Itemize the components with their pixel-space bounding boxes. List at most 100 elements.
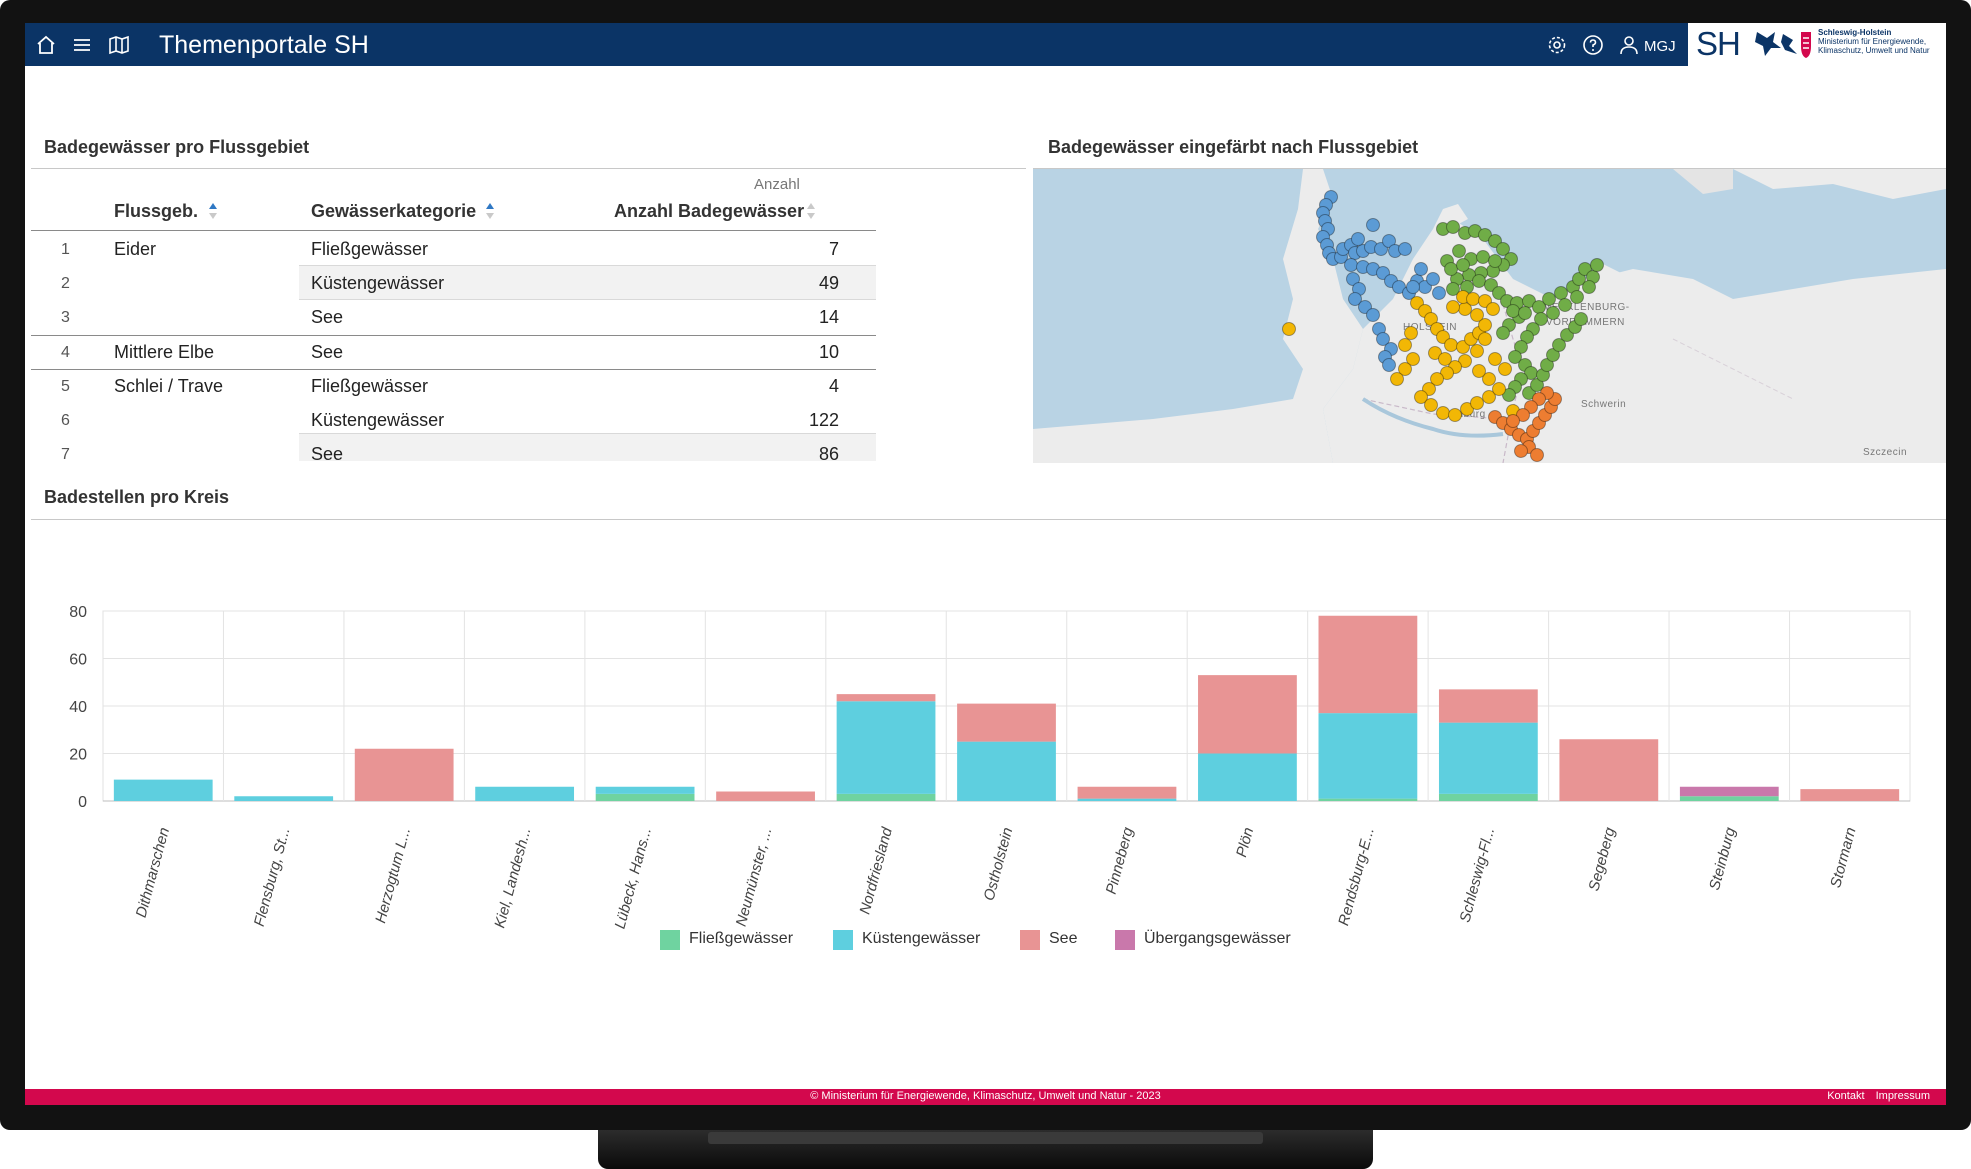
map-point[interactable]	[1430, 372, 1444, 386]
map-point[interactable]	[1460, 402, 1474, 416]
map-point[interactable]	[1492, 382, 1506, 396]
map-point[interactable]	[1436, 330, 1450, 344]
bar-segment[interactable]	[1077, 798, 1177, 801]
map-point[interactable]	[1476, 250, 1490, 264]
map-point[interactable]	[1520, 330, 1534, 344]
bar-segment[interactable]	[1198, 675, 1297, 754]
map-point[interactable]	[1444, 338, 1458, 352]
bar-segment[interactable]	[836, 694, 936, 702]
map-point[interactable]	[1514, 444, 1528, 458]
map-point[interactable]	[1502, 388, 1516, 402]
map-point[interactable]	[1478, 294, 1492, 308]
map-point[interactable]	[1426, 272, 1440, 286]
map-point[interactable]	[1482, 372, 1496, 386]
map-point[interactable]	[1498, 362, 1512, 376]
sort-icon[interactable]	[208, 201, 218, 221]
map-point[interactable]	[1534, 312, 1548, 326]
bar-segment[interactable]	[957, 703, 1056, 742]
bar-segment[interactable]	[1318, 615, 1418, 714]
map-point[interactable]	[1410, 296, 1424, 310]
map-point[interactable]	[1514, 340, 1528, 354]
bar-segment[interactable]	[1679, 796, 1779, 801]
map-point[interactable]	[1414, 390, 1428, 404]
map-point[interactable]	[1406, 352, 1420, 366]
map-point[interactable]	[1478, 318, 1492, 332]
map-point[interactable]	[1578, 262, 1592, 276]
map-point[interactable]	[1522, 386, 1536, 400]
map-points-layer[interactable]	[1033, 169, 1946, 463]
map-point[interactable]	[1546, 306, 1560, 320]
map-point[interactable]	[1470, 344, 1484, 358]
map-point[interactable]	[1470, 396, 1484, 410]
map-point[interactable]	[1488, 254, 1502, 268]
bar-segment[interactable]	[113, 779, 213, 801]
map-point[interactable]	[1446, 282, 1460, 296]
map-point[interactable]	[1414, 262, 1428, 276]
map-point[interactable]	[1376, 266, 1390, 280]
stacked-bar-chart[interactable]: 80 60 40 20 0 Dithmarschen Flensburg, St... Her…	[25, 553, 1946, 1013]
map-point[interactable]	[1478, 228, 1492, 242]
map-point[interactable]	[1428, 346, 1442, 360]
column-header-anzahl[interactable]: Anzahl Badegewässer	[614, 201, 805, 221]
footer-link-impressum[interactable]: Impressum	[1875, 1090, 1930, 1102]
map-point[interactable]	[1432, 286, 1446, 300]
map-point[interactable]	[1398, 362, 1412, 376]
map-point[interactable]	[1446, 300, 1460, 314]
map-point[interactable]	[1348, 292, 1362, 306]
bar-segment[interactable]	[957, 741, 1056, 801]
map-point[interactable]	[1448, 408, 1462, 422]
map-point[interactable]	[1470, 308, 1484, 322]
map-point[interactable]	[1554, 286, 1568, 300]
map-icon[interactable]	[107, 33, 131, 57]
sort-icon[interactable]	[806, 201, 816, 221]
bar-segment[interactable]	[1800, 789, 1900, 801]
map-point[interactable]	[1488, 352, 1502, 366]
map-point[interactable]	[1351, 232, 1365, 246]
map-point[interactable]	[1472, 364, 1486, 378]
map-point[interactable]	[1488, 234, 1502, 248]
map-point[interactable]	[1552, 338, 1566, 352]
map-point[interactable]	[1532, 392, 1546, 406]
map-point[interactable]	[1590, 258, 1604, 272]
map-point[interactable]	[1482, 390, 1496, 404]
map-point[interactable]	[1438, 352, 1452, 366]
bar-segment[interactable]	[716, 791, 815, 802]
map-point[interactable]	[1506, 414, 1520, 428]
map-point[interactable]	[1484, 278, 1498, 292]
map-point[interactable]	[1546, 348, 1560, 362]
map-point[interactable]	[1366, 308, 1380, 322]
map-point[interactable]	[1424, 398, 1438, 412]
map-point[interactable]	[1524, 400, 1538, 414]
map-point[interactable]	[1398, 242, 1412, 256]
bar-segment[interactable]	[1318, 713, 1418, 799]
map-point[interactable]	[1382, 358, 1396, 372]
bar-segment[interactable]	[836, 793, 936, 801]
bar-segment[interactable]	[1077, 786, 1177, 799]
map-point[interactable]	[1382, 234, 1396, 248]
map-point[interactable]	[1508, 350, 1522, 364]
home-icon[interactable]	[34, 33, 58, 57]
map-point[interactable]	[1436, 406, 1450, 420]
map-point[interactable]	[1582, 280, 1596, 294]
map-point[interactable]	[1344, 258, 1358, 272]
bar-segment[interactable]	[1318, 798, 1418, 801]
bar-segment[interactable]	[234, 796, 334, 801]
map-point[interactable]	[1406, 280, 1420, 294]
map-point[interactable]	[1452, 244, 1466, 258]
map-point[interactable]	[1496, 242, 1510, 256]
map-point[interactable]	[1446, 220, 1460, 234]
gear-icon[interactable]	[1545, 33, 1569, 57]
map-point[interactable]	[1458, 354, 1472, 368]
map-point[interactable]	[1282, 322, 1296, 336]
map-point[interactable]	[1492, 286, 1506, 300]
bar-segment[interactable]	[354, 748, 454, 801]
map-point[interactable]	[1376, 332, 1390, 346]
map-point[interactable]	[1472, 274, 1486, 288]
map-point[interactable]	[1456, 258, 1470, 272]
map-point[interactable]	[1516, 408, 1530, 422]
map-point[interactable]	[1496, 326, 1510, 340]
map-point[interactable]	[1390, 372, 1404, 386]
bar-segment[interactable]	[1679, 786, 1779, 797]
map-point[interactable]	[1506, 304, 1520, 318]
map-point[interactable]	[1456, 340, 1470, 354]
